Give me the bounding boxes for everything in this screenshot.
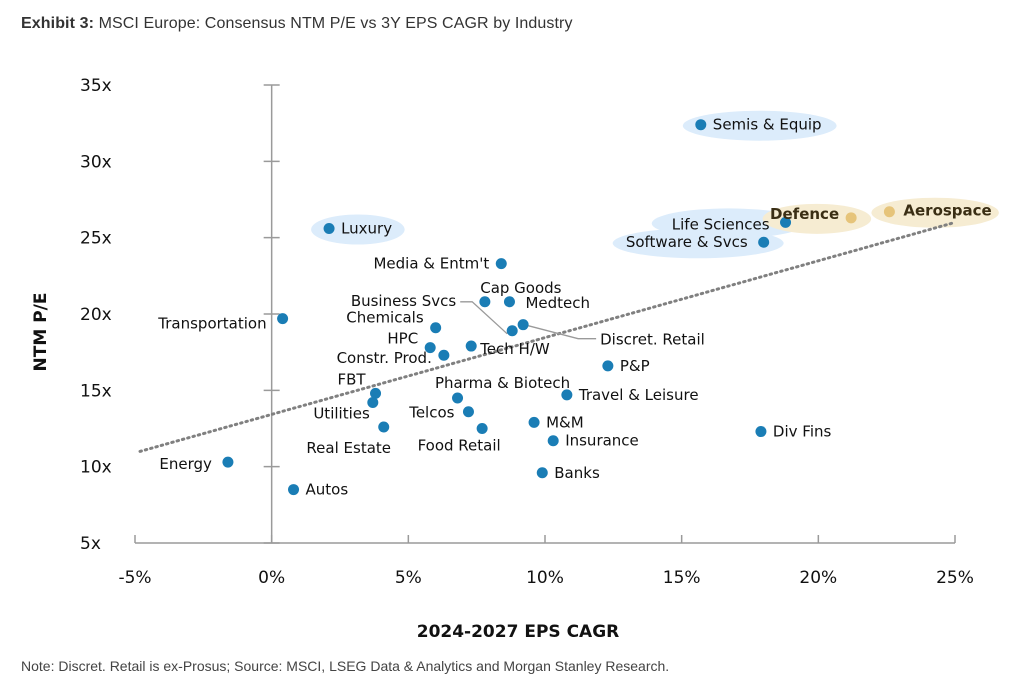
axes: 5x 10x 15x 20x 25x 30x 35x -5% 0% 5% 10% 15% 20% 25% <box>80 76 974 588</box>
point-label-media-entm-t: Media & Entm't <box>373 255 489 273</box>
y-tick-label: 10x <box>80 458 112 478</box>
point-label-aerospace: Aerospace <box>903 202 991 220</box>
point-label-medtech: Medtech <box>525 294 590 312</box>
point-label-hpc: HPC <box>387 330 418 348</box>
x-tick-label: -5% <box>118 568 151 588</box>
data-point-life-sciences[interactable] <box>780 216 792 228</box>
point-label-discret-retail: Discret. Retail <box>600 331 705 349</box>
x-tick-label: 5% <box>395 568 422 588</box>
data-point-fbt[interactable] <box>370 387 382 399</box>
point-label-fbt: FBT <box>337 370 366 388</box>
y-tick-label: 15x <box>80 381 112 401</box>
point-label-pharma-biotech: Pharma & Biotech <box>435 374 570 392</box>
point-label-constr-prod: Constr. Prod. <box>337 349 432 367</box>
highlight-halo-semis-equip <box>682 110 837 141</box>
point-label-div-fins: Div Fins <box>773 423 832 441</box>
point-label-chemicals: Chemicals <box>346 309 424 327</box>
point-label-telcos: Telcos <box>408 404 454 422</box>
point-label-real-estate: Real Estate <box>306 439 391 457</box>
data-point-travel-leisure[interactable] <box>561 389 573 401</box>
chart-title: Exhibit 3: MSCI Europe: Consensus NTM P/… <box>21 15 573 33</box>
x-tick-label: 0% <box>258 568 285 588</box>
trendline-layer <box>138 220 957 453</box>
data-point-hpc[interactable] <box>424 342 436 354</box>
point-label-travel-leisure: Travel & Leisure <box>578 386 699 404</box>
data-point-defence[interactable] <box>845 212 857 224</box>
point-label-semis-equip: Semis & Equip <box>713 116 822 134</box>
data-point-media-entm-t[interactable] <box>495 258 507 270</box>
x-tick-label: 10% <box>526 568 564 588</box>
point-label-m-m: M&M <box>546 413 584 431</box>
data-point-food-retail[interactable] <box>476 423 488 434</box>
data-point-div-fins[interactable] <box>755 426 767 438</box>
point-label-autos: Autos <box>306 481 349 499</box>
x-tick-label: 15% <box>663 568 701 588</box>
chart-title-text: MSCI Europe: Consensus NTM P/E vs 3Y EPS… <box>98 15 573 32</box>
x-axis-title: 2024-2027 EPS CAGR <box>417 622 620 642</box>
point-label-food-retail: Food Retail <box>418 437 501 455</box>
y-axis-title: NTM P/E <box>31 293 51 372</box>
data-point-utilities[interactable] <box>367 397 379 409</box>
leader-line-discret-retail <box>527 325 597 340</box>
data-point-pharma-biotech[interactable] <box>452 392 464 404</box>
data-point-discret-retail[interactable] <box>517 319 529 331</box>
leader-lines <box>460 301 597 340</box>
point-label-luxury: Luxury <box>341 220 392 238</box>
point-label-tech-h-w: Tech H/W <box>479 340 550 358</box>
point-label-software-svcs: Software & Svcs <box>626 233 748 251</box>
point-label-insurance: Insurance <box>565 432 639 450</box>
data-point-cap-goods[interactable] <box>479 296 491 308</box>
point-label-utilities: Utilities <box>313 405 370 423</box>
point-label-transportation: Transportation <box>157 315 266 333</box>
y-tick-label: 20x <box>80 305 112 325</box>
highlight-halo-aerospace <box>871 197 999 228</box>
data-point-insurance[interactable] <box>547 435 559 447</box>
data-point-p-p[interactable] <box>602 360 614 372</box>
data-point-semis-equip[interactable] <box>695 119 707 131</box>
data-point-transportation[interactable] <box>277 313 289 325</box>
leader-line-business-svcs <box>460 301 508 335</box>
highlight-halo-defence <box>762 203 872 234</box>
y-tick-label: 30x <box>80 152 112 172</box>
point-label-defence: Defence <box>770 205 839 223</box>
data-point-autos[interactable] <box>288 484 300 496</box>
y-tick-label: 35x <box>80 76 112 96</box>
highlight-halo-luxury <box>311 214 405 245</box>
point-label-life-sciences: Life Sciences <box>672 215 770 233</box>
data-point-aerospace[interactable] <box>883 206 895 218</box>
data-point-business-svcs[interactable] <box>506 325 518 337</box>
point-label-banks: Banks <box>554 464 600 482</box>
data-point-real-estate[interactable] <box>378 421 390 433</box>
exhibit-number: Exhibit 3: <box>21 15 95 32</box>
point-label-business-svcs: Business Svcs <box>351 292 457 310</box>
data-point-software-svcs[interactable] <box>758 236 770 248</box>
halo-layer <box>311 110 999 259</box>
data-point-luxury[interactable] <box>323 223 335 235</box>
point-label-energy: Energy <box>159 455 212 473</box>
x-tick-label: 25% <box>936 568 974 588</box>
data-point-energy[interactable] <box>222 456 234 468</box>
data-point-constr-prod[interactable] <box>438 349 450 361</box>
data-point-banks[interactable] <box>536 467 548 479</box>
point-label-p-p: P&P <box>620 357 650 375</box>
x-tick-label: 20% <box>799 568 837 588</box>
points-layer <box>222 119 895 496</box>
y-tick-label: 25x <box>80 229 112 249</box>
data-point-m-m[interactable] <box>528 416 540 428</box>
point-label-cap-goods: Cap Goods <box>480 279 561 297</box>
source-note: Note: Discret. Retail is ex-Prosus; Sour… <box>21 658 670 674</box>
data-point-medtech[interactable] <box>503 296 515 308</box>
y-tick-label: 5x <box>80 534 101 554</box>
labels-layer: Energy Autos Transportation Luxury FBT Utilit… <box>157 116 991 499</box>
data-point-tech-h-w[interactable] <box>465 340 477 352</box>
data-point-chemicals[interactable] <box>430 322 442 334</box>
data-point-telcos[interactable] <box>462 406 474 418</box>
trendline <box>138 220 957 453</box>
